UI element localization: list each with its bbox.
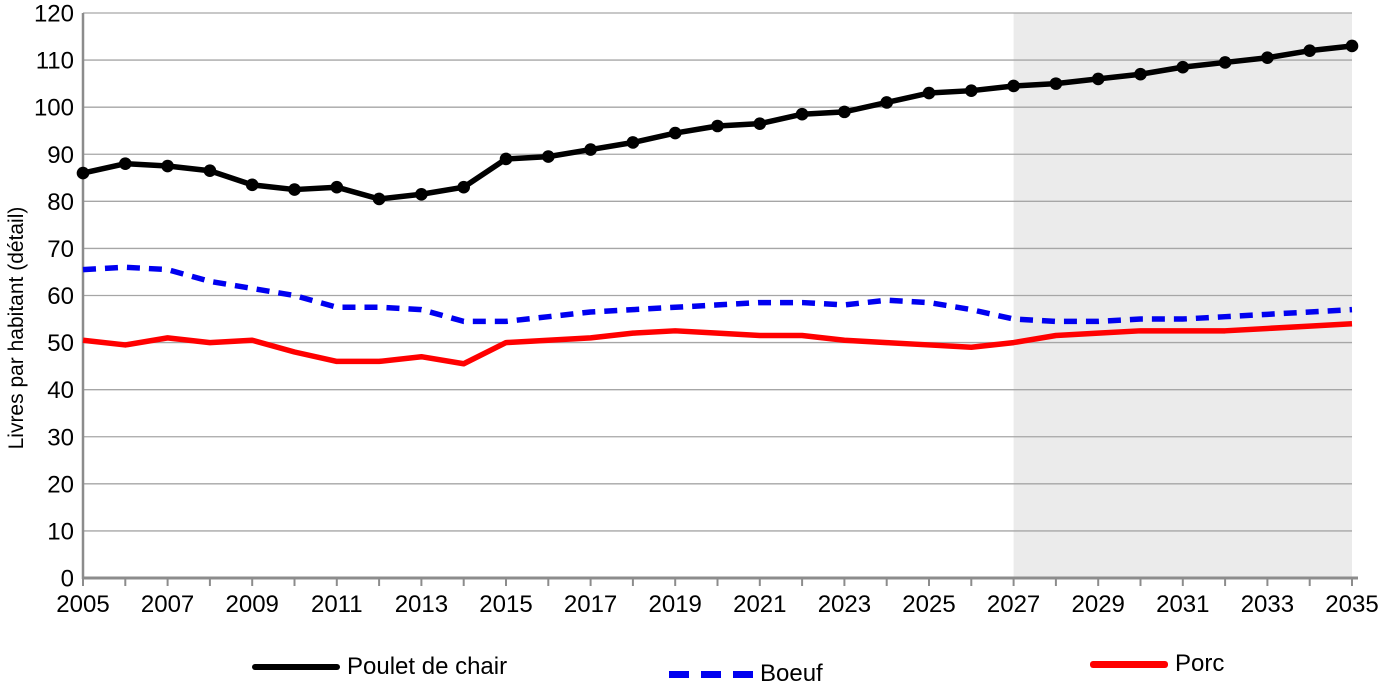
series-marker-poulet-de-chair xyxy=(330,180,344,194)
x-tick-label: 2027 xyxy=(987,591,1040,618)
series-marker-poulet-de-chair xyxy=(542,150,555,163)
x-tick-label: 2023 xyxy=(818,591,871,618)
series-marker-poulet-de-chair xyxy=(372,192,386,206)
series-marker-poulet-de-chair xyxy=(626,136,640,149)
x-tick-label: 2007 xyxy=(141,591,194,618)
series-line-boeuf xyxy=(82,264,1353,325)
legend-swatch-dashed-blue xyxy=(669,670,753,678)
y-tick-label: 0 xyxy=(61,566,74,593)
x-tick-label: 2017 xyxy=(564,591,617,618)
y-tick-label: 60 xyxy=(47,283,74,310)
legend-item-boeuf: Boeuf xyxy=(669,660,823,688)
legend-label-porc: Porc xyxy=(1175,650,1225,677)
y-axis-title: Livres par habitant (détail) xyxy=(5,206,28,450)
y-tick-label: 100 xyxy=(34,95,74,122)
series-marker-poulet-de-chair xyxy=(203,164,217,178)
series-marker-poulet-de-chair xyxy=(1218,56,1232,69)
series-marker-poulet-de-chair xyxy=(1176,60,1190,74)
series-marker-poulet-de-chair xyxy=(711,119,724,133)
series-marker-poulet-de-chair xyxy=(965,84,978,97)
y-tick-label: 20 xyxy=(47,471,74,498)
series-marker-poulet-de-chair xyxy=(245,178,259,192)
x-tick-label: 2033 xyxy=(1241,591,1294,618)
y-tick-label: 30 xyxy=(47,424,74,451)
legend-swatch-solid-black xyxy=(252,664,340,670)
legend-swatch-solid-red xyxy=(1090,660,1168,668)
series-marker-poulet-de-chair xyxy=(668,126,682,140)
series-marker-poulet-de-chair xyxy=(161,159,174,173)
x-tick-label: 2013 xyxy=(395,591,448,618)
series-marker-poulet-de-chair xyxy=(288,183,301,196)
x-tick-label: 2031 xyxy=(1156,591,1209,618)
y-tick-label: 50 xyxy=(47,330,74,357)
series-marker-poulet-de-chair xyxy=(880,96,893,109)
series-marker-poulet-de-chair xyxy=(457,180,471,194)
x-tick-label: 2019 xyxy=(649,591,702,618)
series-marker-poulet-de-chair xyxy=(838,105,851,119)
series-marker-poulet-de-chair xyxy=(1049,77,1063,90)
series-marker-poulet-de-chair xyxy=(1345,39,1359,53)
legend-item-poulet-de-chair: Poulet de chair xyxy=(252,653,507,681)
series-marker-poulet-de-chair xyxy=(415,187,428,201)
series-line-porc xyxy=(82,321,1353,367)
x-tick-label: 2011 xyxy=(311,591,363,618)
x-tick-label: 2005 xyxy=(56,591,109,618)
x-tick-label: 2009 xyxy=(226,591,279,618)
x-tick-label: 2025 xyxy=(902,591,955,618)
legend-label-poulet-de-chair: Poulet de chair xyxy=(347,653,508,680)
line-chart-plot-area: 0 10 20 30 40 50 60 70 80 90 100 110 120 2005 2007 2009… xyxy=(34,1,1379,619)
series-marker-poulet-de-chair xyxy=(1134,67,1147,81)
y-tick-label: 90 xyxy=(47,142,74,169)
series-marker-poulet-de-chair xyxy=(1303,44,1316,57)
legend-item-porc: Porc xyxy=(1090,650,1224,678)
y-tick-label: 70 xyxy=(47,236,74,263)
y-tick-label: 80 xyxy=(47,189,74,216)
x-tick-label: 2035 xyxy=(1325,591,1378,618)
legend-label-boeuf: Boeuf xyxy=(760,660,823,687)
y-tick-label: 110 xyxy=(36,48,74,75)
series-marker-poulet-de-chair xyxy=(795,107,809,121)
x-tick-label: 2015 xyxy=(479,591,532,618)
y-tick-label: 120 xyxy=(34,1,74,28)
series-marker-poulet-de-chair xyxy=(76,166,90,180)
series-marker-poulet-de-chair xyxy=(499,152,513,166)
series-marker-poulet-de-chair xyxy=(922,86,936,100)
x-tick-label: 2021 xyxy=(733,591,786,618)
series-marker-poulet-de-chair xyxy=(584,143,597,156)
series-marker-poulet-de-chair xyxy=(1261,51,1274,65)
y-tick-label: 10 xyxy=(47,518,74,545)
series-marker-poulet-de-chair xyxy=(1007,79,1020,93)
series-marker-poulet-de-chair xyxy=(119,157,132,170)
x-tick-label: 2029 xyxy=(1072,591,1125,618)
series-marker-poulet-de-chair xyxy=(1091,72,1105,86)
y-tick-label: 40 xyxy=(47,377,74,404)
series-marker-poulet-de-chair xyxy=(753,117,767,130)
